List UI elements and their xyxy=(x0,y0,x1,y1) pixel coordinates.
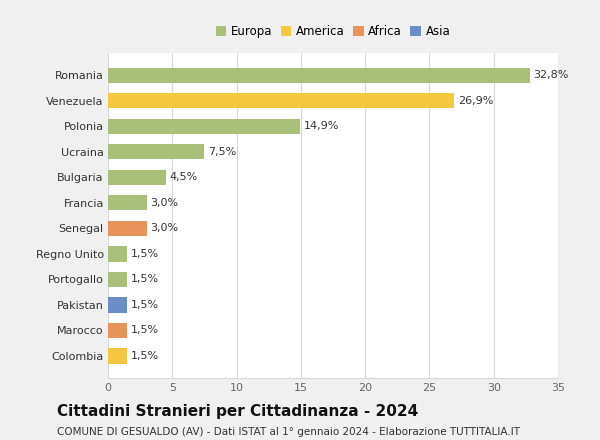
Text: 3,0%: 3,0% xyxy=(151,224,179,233)
Bar xyxy=(108,246,127,261)
Text: 7,5%: 7,5% xyxy=(208,147,236,157)
Text: 1,5%: 1,5% xyxy=(131,275,159,284)
Bar xyxy=(108,93,454,108)
Text: 26,9%: 26,9% xyxy=(458,96,493,106)
Bar xyxy=(108,323,127,338)
Bar xyxy=(108,297,127,312)
Legend: Europa, America, Africa, Asia: Europa, America, Africa, Asia xyxy=(213,23,453,40)
Bar xyxy=(108,170,166,185)
Bar xyxy=(108,144,205,159)
Text: 1,5%: 1,5% xyxy=(131,326,159,335)
Bar xyxy=(108,68,530,83)
Bar xyxy=(108,348,127,363)
Text: COMUNE DI GESUALDO (AV) - Dati ISTAT al 1° gennaio 2024 - Elaborazione TUTTITALI: COMUNE DI GESUALDO (AV) - Dati ISTAT al … xyxy=(57,427,520,437)
Text: 1,5%: 1,5% xyxy=(131,300,159,310)
Bar xyxy=(108,221,146,236)
Bar xyxy=(108,119,299,134)
Text: 14,9%: 14,9% xyxy=(304,121,339,131)
Bar xyxy=(108,195,146,210)
Bar xyxy=(108,272,127,287)
Text: Cittadini Stranieri per Cittadinanza - 2024: Cittadini Stranieri per Cittadinanza - 2… xyxy=(57,404,418,419)
Text: 1,5%: 1,5% xyxy=(131,351,159,361)
Text: 1,5%: 1,5% xyxy=(131,249,159,259)
Text: 32,8%: 32,8% xyxy=(533,70,569,80)
Text: 4,5%: 4,5% xyxy=(170,172,198,182)
Text: 3,0%: 3,0% xyxy=(151,198,179,208)
